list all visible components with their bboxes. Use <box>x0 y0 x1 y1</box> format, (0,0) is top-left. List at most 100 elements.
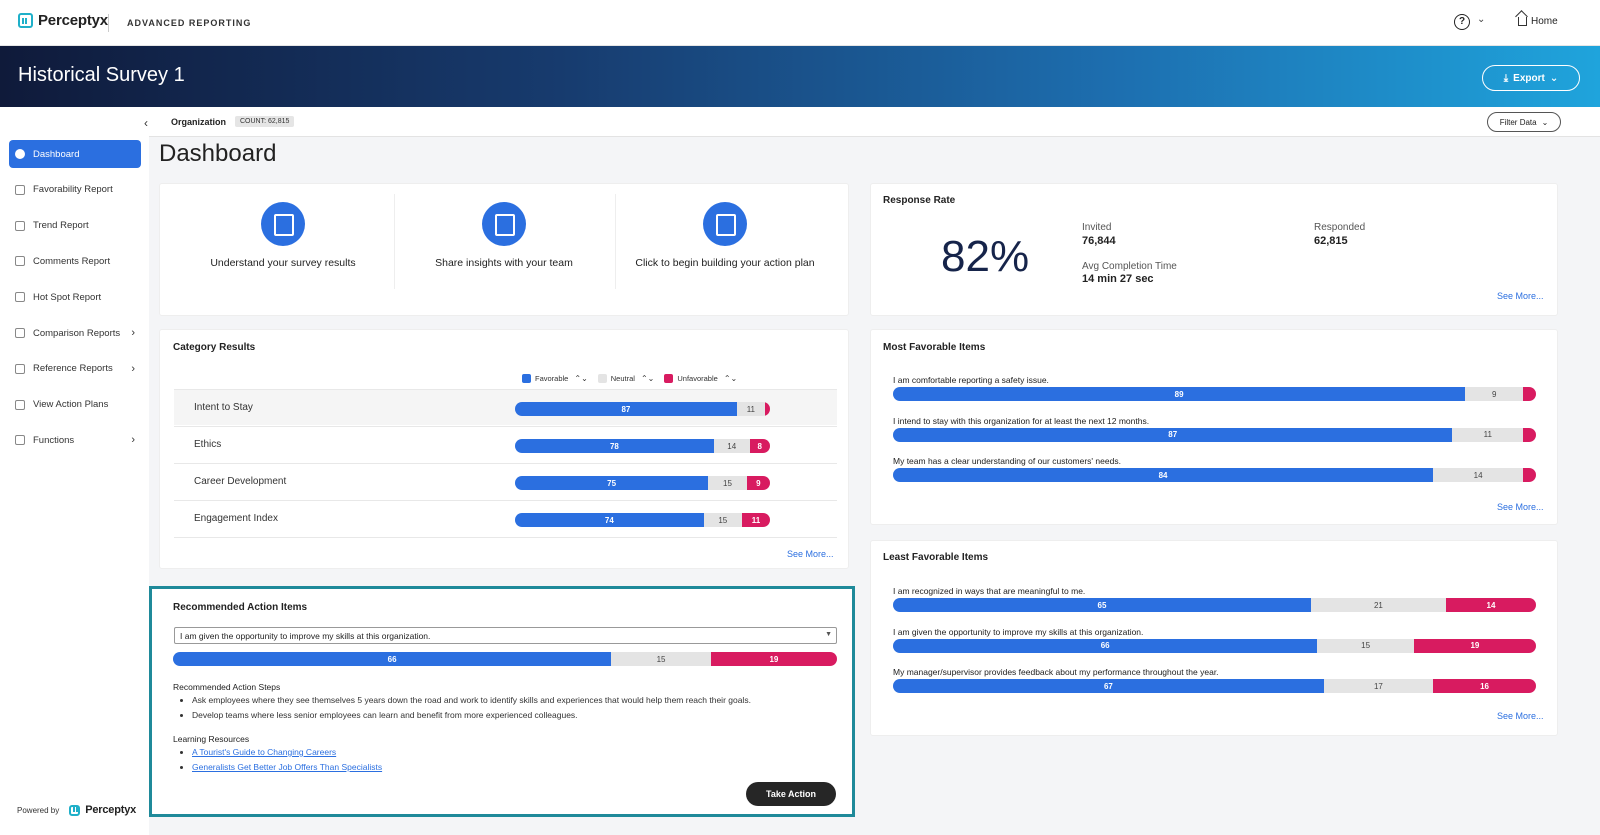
card-title: Least Favorable Items <box>883 552 989 563</box>
category-bar: 74 15 11 <box>515 513 770 527</box>
quick-action-action-plan[interactable]: Click to begin building your action plan <box>615 184 835 314</box>
table-row[interactable]: Engagement Index 74 15 11 <box>174 500 837 536</box>
legend-favorable: Favorable <box>535 374 569 383</box>
neutral-segment[interactable]: 11 <box>1452 427 1524 442</box>
unfavorable-segment[interactable]: 16 <box>1433 679 1536 693</box>
neutral-segment[interactable]: 21 <box>1310 598 1446 612</box>
favorable-segment[interactable]: 89 <box>893 387 1466 401</box>
chevron-down-icon[interactable]: ⌄ <box>1477 14 1486 25</box>
category-name: Career Development <box>194 476 287 487</box>
sidebar-item-functions[interactable]: Functions › <box>9 426 141 454</box>
favorable-segment[interactable]: 78 <box>515 439 714 453</box>
sidebar-item-dashboard[interactable]: Dashboard <box>9 140 141 168</box>
list-item: A Tourist's Guide to Changing Careers <box>192 747 382 757</box>
item-text: I am recognized in ways that are meaning… <box>893 586 1086 596</box>
unfavorable-segment[interactable]: 19 <box>710 652 837 666</box>
help-icon[interactable]: ? <box>1454 14 1470 30</box>
unfavorable-segment[interactable] <box>1523 387 1536 401</box>
home-link[interactable]: Home <box>1518 16 1558 27</box>
sidebar-item-label: View Action Plans <box>33 399 109 411</box>
least-favorable-see-more[interactable]: See More... <box>1497 711 1544 721</box>
sidebar-item-favorability-report[interactable]: Favorability Report <box>9 176 141 204</box>
favorable-segment[interactable]: 74 <box>515 513 704 527</box>
quick-action-understand[interactable]: Understand your survey results <box>173 184 393 314</box>
item-text: I am given the opportunity to improve my… <box>893 626 1144 637</box>
sidebar-item-comments-report[interactable]: Comments Report <box>9 247 141 275</box>
survey-banner: Historical Survey 1 ⤓ Export ⌄ <box>0 46 1600 107</box>
scale-icon <box>15 328 25 338</box>
neutral-segment[interactable]: 14 <box>1433 468 1524 482</box>
item-text: I am comfortable reporting a safety issu… <box>893 375 1049 385</box>
table-row[interactable]: Intent to Stay 87 11 <box>174 389 837 425</box>
resource-link[interactable]: A Tourist's Guide to Changing Careers <box>192 747 337 757</box>
category-see-more[interactable]: See More... <box>787 549 834 559</box>
unfavorable-segment[interactable]: 8 <box>749 439 770 453</box>
export-label: Export <box>1513 72 1545 84</box>
sidebar-item-hot-spot-report[interactable]: Hot Spot Report <box>9 283 141 311</box>
sort-icon[interactable]: ⌃⌄ <box>574 374 588 383</box>
presentation-icon <box>261 202 305 246</box>
gear-icon <box>15 435 25 446</box>
neutral-segment[interactable]: 9 <box>1465 387 1524 401</box>
favorable-segment[interactable]: 67 <box>893 679 1324 693</box>
top-bar: Perceptyx ADVANCED REPORTING ? ⌄ Home <box>0 0 1600 46</box>
logo-divider <box>108 14 109 32</box>
unfavorable-segment[interactable] <box>1523 427 1536 442</box>
neutral-segment[interactable]: 15 <box>703 513 742 527</box>
most-favorable-see-more[interactable]: See More... <box>1497 502 1544 512</box>
neutral-segment[interactable]: 15 <box>1317 638 1414 653</box>
neutral-segment[interactable]: 17 <box>1323 679 1434 693</box>
invited-value: 76,844 <box>1082 235 1116 247</box>
sidebar-item-view-action-plans[interactable]: View Action Plans <box>9 391 141 419</box>
item-text: My manager/supervisor provides feedback … <box>893 667 1219 677</box>
card-title: Most Favorable Items <box>883 342 986 353</box>
export-button[interactable]: ⤓ Export ⌄ <box>1482 65 1580 91</box>
unfavorable-segment[interactable] <box>764 402 770 416</box>
favorable-segment[interactable]: 84 <box>893 468 1434 482</box>
favorable-segment[interactable]: 66 <box>173 652 612 666</box>
sidebar-item-comparison-reports[interactable]: Comparison Reports › <box>9 319 141 347</box>
chevron-right-icon: › <box>131 362 135 375</box>
filter-label: Filter Data <box>1499 117 1537 127</box>
category-name: Engagement Index <box>194 513 278 524</box>
unfavorable-segment[interactable]: 11 <box>741 513 770 527</box>
organization-label[interactable]: Organization <box>171 117 227 127</box>
filter-data-button[interactable]: Filter Data ⌄ <box>1487 112 1561 132</box>
divider <box>615 194 616 289</box>
take-action-button[interactable]: Take Action <box>746 782 836 806</box>
item-bar: 87 11 <box>893 427 1536 442</box>
category-bar: 78 14 8 <box>515 439 770 453</box>
list-icon <box>15 363 25 374</box>
sidebar-item-trend-report[interactable]: Trend Report <box>9 212 141 240</box>
unfavorable-segment[interactable] <box>1523 468 1536 482</box>
perceptyx-logo[interactable]: Perceptyx <box>18 12 108 29</box>
favorable-segment[interactable]: 87 <box>893 427 1453 442</box>
favorable-segment[interactable]: 75 <box>515 476 709 490</box>
favorable-segment[interactable]: 66 <box>893 638 1318 653</box>
neutral-segment[interactable]: 11 <box>736 402 765 416</box>
response-rate-see-more[interactable]: See More... <box>1497 291 1544 301</box>
unfavorable-segment[interactable]: 19 <box>1413 638 1536 653</box>
unfavorable-segment[interactable]: 9 <box>746 476 770 490</box>
sidebar-item-label: Favorability Report <box>33 184 113 196</box>
favorable-segment[interactable]: 87 <box>515 402 737 416</box>
category-name: Intent to Stay <box>194 402 253 413</box>
perceptyx-logo-icon <box>69 804 81 816</box>
comments-icon <box>15 256 25 267</box>
table-row[interactable]: Ethics 78 14 8 <box>174 426 837 462</box>
neutral-segment[interactable]: 15 <box>611 652 711 666</box>
favorable-segment[interactable]: 65 <box>893 598 1311 612</box>
resources-heading: Learning Resources <box>173 734 250 744</box>
quick-action-share[interactable]: Share insights with your team <box>394 184 614 314</box>
table-row[interactable]: Career Development 75 15 9 <box>174 463 837 499</box>
neutral-segment[interactable]: 14 <box>713 439 750 453</box>
action-item-select[interactable]: I am given the opportunity to improve my… <box>174 627 837 644</box>
resource-link[interactable]: Generalists Get Better Job Offers Than S… <box>192 762 383 772</box>
neutral-segment[interactable]: 15 <box>708 476 747 490</box>
sidebar-item-reference-reports[interactable]: Reference Reports › <box>9 355 141 383</box>
unfavorable-segment[interactable]: 14 <box>1445 598 1536 612</box>
recommended-action-items-card: Recommended Action Items I am given the … <box>149 586 855 817</box>
sort-icon[interactable]: ⌃⌄ <box>640 374 655 383</box>
collapse-sidebar-icon[interactable]: ‹ <box>144 116 148 130</box>
sort-icon[interactable]: ⌃⌄ <box>723 374 738 383</box>
